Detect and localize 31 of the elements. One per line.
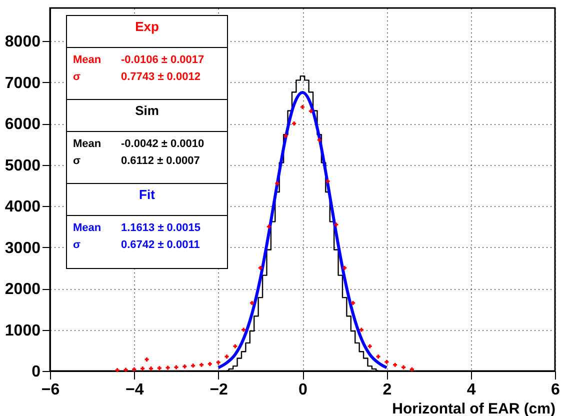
x-tick-label: −6 xyxy=(41,382,60,398)
annotation: σ xyxy=(72,70,82,85)
text: Sim xyxy=(135,103,159,118)
y-tick-label: 6000 xyxy=(4,116,41,133)
annotation: 0.6112 ± 0.0007 xyxy=(121,154,200,169)
x-tick-label: 4 xyxy=(466,382,476,398)
annotation: σ xyxy=(72,238,82,253)
annotation: Mean xyxy=(72,137,102,152)
annotation: 0.6742 ± 0.0011 xyxy=(121,238,200,253)
annotation: 0.7743 ± 0.0012 xyxy=(121,70,200,85)
x-tick-label: 2 xyxy=(382,382,392,398)
x-tick-label: −4 xyxy=(126,382,144,398)
y-tick-label: 7000 xyxy=(4,74,41,92)
text: Fit xyxy=(139,187,155,202)
annotation: -0.0106 ± 0.0017 xyxy=(121,53,204,68)
annotation: σ xyxy=(72,154,82,169)
x-tick-label: −2 xyxy=(210,382,228,398)
y-tick-label: 2000 xyxy=(4,281,41,298)
y-tick-label: 1000 xyxy=(4,322,41,340)
y-tick-label: 5000 xyxy=(4,157,41,174)
y-tick-label: 4000 xyxy=(4,198,41,216)
text: Exp xyxy=(135,19,159,34)
y-tick-label: 0 xyxy=(32,364,41,380)
x-tick-label: 0 xyxy=(298,382,308,398)
y-tick-label: 8000 xyxy=(4,34,41,50)
annotation: Mean xyxy=(72,221,102,236)
x-tick-label: 6 xyxy=(551,382,560,398)
y-tick-label: 3000 xyxy=(4,240,41,257)
annotation: -0.0042 ± 0.0010 xyxy=(121,137,204,152)
annotation: 1.1613 ± 0.0015 xyxy=(121,221,200,236)
annotation: Mean xyxy=(72,53,102,68)
